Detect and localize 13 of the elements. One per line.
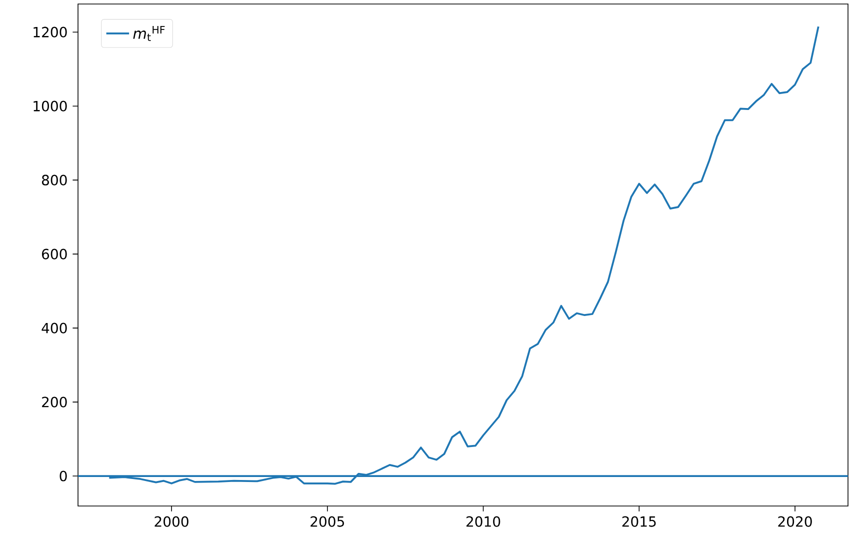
x-tick-label: 2010 <box>466 516 500 527</box>
y-tick-label: 200 <box>42 396 67 408</box>
legend-label: m$_{t}$HF <box>133 26 165 41</box>
x-tick-label: 2020 <box>778 516 812 527</box>
y-tick-label: 1200 <box>34 26 67 38</box>
y-tick-label: 600 <box>42 248 67 260</box>
y-tick-label: 400 <box>42 322 67 334</box>
x-tick-label: 2015 <box>622 516 656 527</box>
y-tick-label: 1000 <box>34 100 67 112</box>
y-tick-label: 0 <box>60 470 67 482</box>
x-tick-label: 2000 <box>154 516 188 527</box>
x-tick-label: 2005 <box>310 516 344 527</box>
y-tick-label: 800 <box>42 174 67 186</box>
